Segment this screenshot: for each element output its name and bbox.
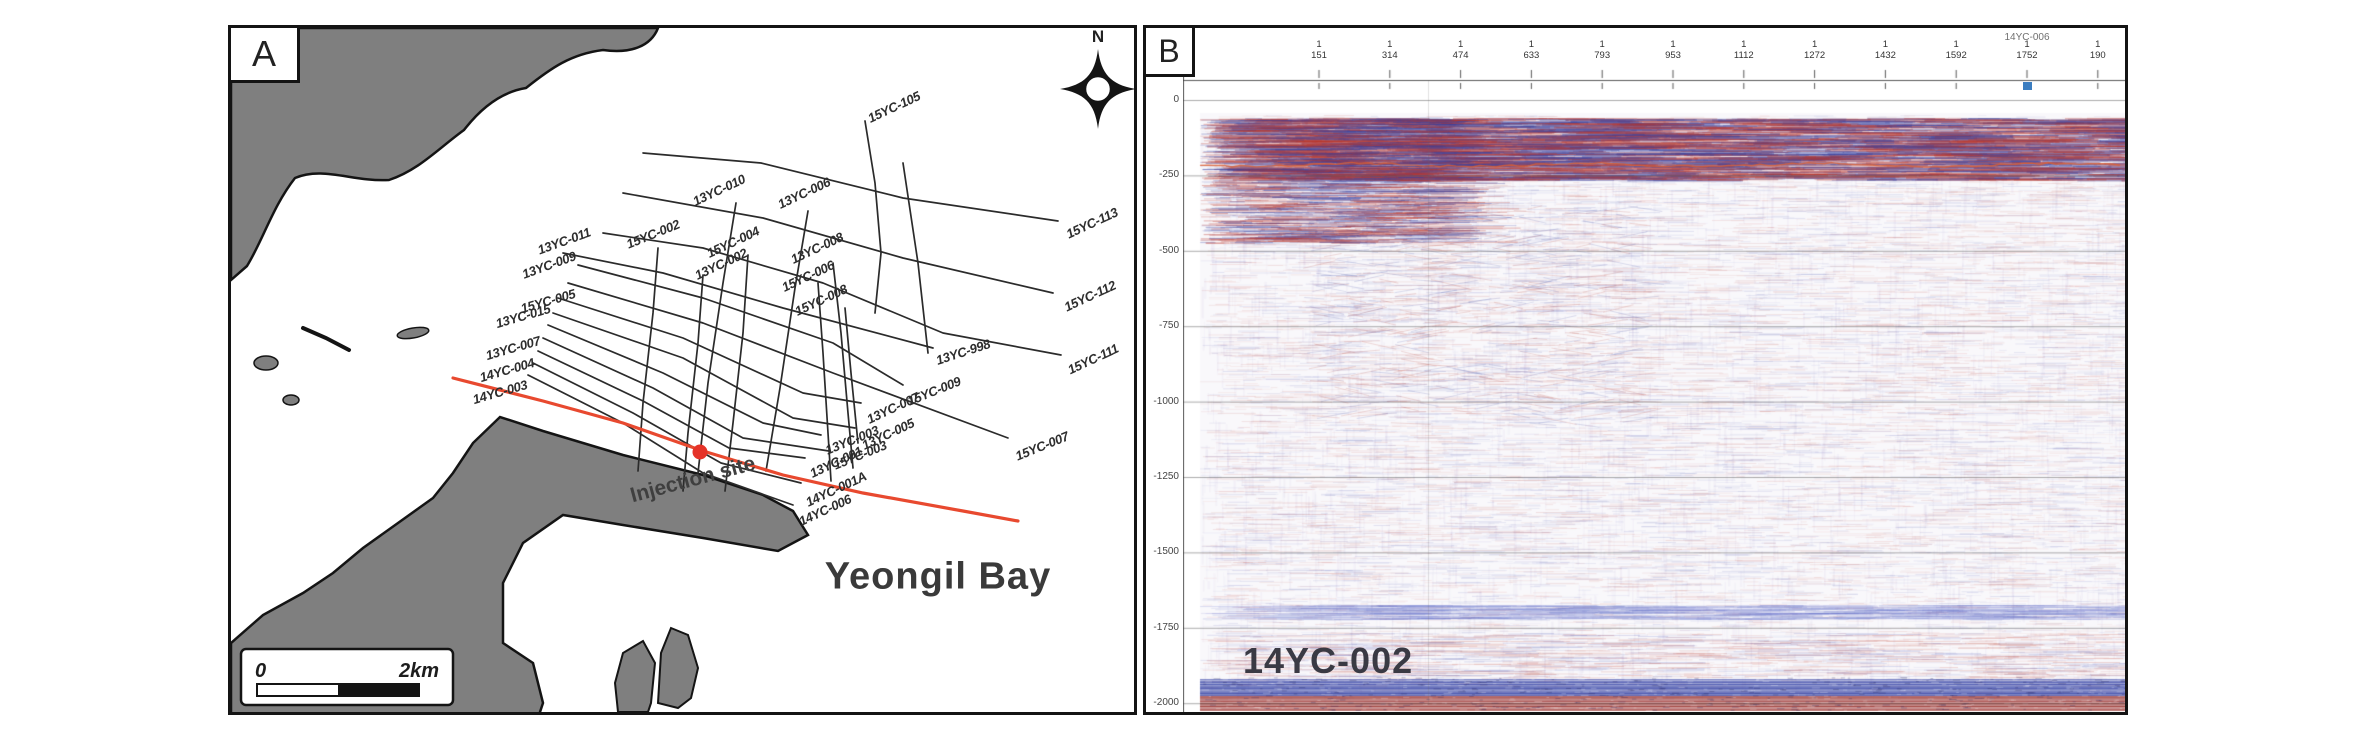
depth-tick-label: -1250: [1153, 471, 1179, 482]
panel-b-tag: B: [1146, 28, 1195, 77]
trace-tick-label: 1 953: [1665, 39, 1681, 61]
depth-tick-label: -1750: [1153, 621, 1179, 633]
islet: [656, 626, 700, 710]
islet: [396, 326, 430, 340]
trace-tick-label: 1 633: [1523, 39, 1540, 61]
bay-name-label: Yeongil Bay: [824, 555, 1052, 598]
crossline-marker: [2022, 82, 2032, 90]
depth-tick-label: -2000: [1153, 697, 1179, 709]
trace-tick-label: 1 314: [1381, 39, 1398, 61]
injection-site-dot: [692, 444, 708, 460]
highlighted-line-14yc-002: [451, 376, 1020, 523]
profile-name-label: 14YC-002: [1243, 640, 1414, 681]
land-south: [231, 415, 810, 712]
islet: [613, 639, 657, 712]
depth-tick-label: -1500: [1153, 546, 1179, 558]
depth-tick-label: -500: [1158, 244, 1179, 256]
compass-icon: N: [1060, 28, 1134, 129]
breakwater: [301, 326, 351, 352]
trace-tick-label: 1 151: [1311, 39, 1327, 61]
depth-tick-label: -750: [1158, 320, 1179, 332]
trace-tick-label: 1 474: [1452, 39, 1469, 61]
trace-tick-label: 1 1752: [2016, 39, 2038, 61]
seismic-section-image: [1183, 65, 2125, 712]
trace-tick-label: 1 1432: [1874, 39, 1896, 61]
north-label: N: [1092, 28, 1104, 46]
crossline-label: 14YC-006: [2004, 32, 2050, 43]
depth-tick-label: -250: [1158, 169, 1179, 181]
trace-tick-label: 1 190: [2089, 39, 2106, 61]
seismic-panel: 1 151 1 314 1 474 1 633 1 793 1 953 1 1112 1 1272 1 1432 1…: [1143, 25, 2128, 715]
trace-tick-label: 1 1272: [1804, 39, 1826, 61]
scale-start-label: 0: [255, 660, 266, 682]
scale-end-label: 2km: [398, 660, 439, 682]
survey-lines: [527, 120, 1062, 506]
panel-a-tag: A: [231, 28, 300, 83]
map-panel: N 0 2km 15YC-105 13YC-010 13YC-006 15YC-002…: [228, 25, 1137, 715]
islet: [253, 355, 279, 371]
depth-tick-label: -1000: [1153, 395, 1179, 407]
depth-tick-label: 0: [1173, 94, 1179, 105]
map-graphic: N 0 2km: [231, 28, 1134, 712]
trace-tick-label: 1 793: [1594, 39, 1611, 61]
scale-bar: 0 2km: [239, 647, 455, 707]
trace-tick-label: 1 1592: [1945, 39, 1967, 61]
islet: [282, 394, 300, 406]
trace-tick-label: 1 1112: [1733, 39, 1754, 61]
land-north: [231, 28, 660, 282]
